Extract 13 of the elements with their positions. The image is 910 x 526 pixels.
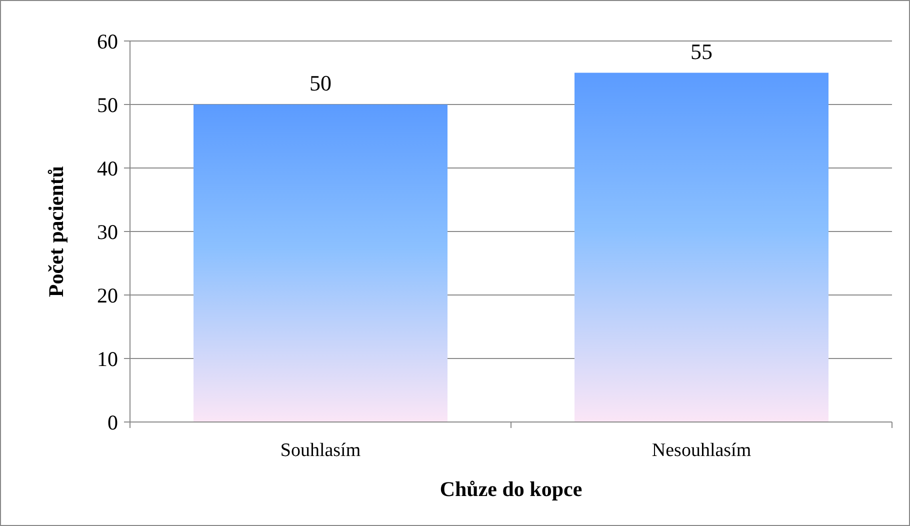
y-tick-label: 10 (97, 346, 118, 371)
x-tick-label: Souhlasím (280, 440, 361, 461)
x-tick-label: Nesouhlasím (652, 440, 752, 461)
data-label: 50 (310, 70, 332, 96)
y-tick-label: 60 (97, 29, 118, 54)
y-tick-label: 40 (97, 156, 118, 180)
y-tick-label: 50 (97, 92, 118, 117)
y-axis-title: Počet pacientů (44, 166, 68, 298)
x-axis-title: Chůze do kopce (440, 477, 582, 501)
y-tick-label: 30 (97, 220, 118, 244)
data-label: 55 (690, 38, 712, 64)
y-tick-label: 0 (108, 410, 118, 434)
y-tick-label: 20 (97, 283, 118, 308)
